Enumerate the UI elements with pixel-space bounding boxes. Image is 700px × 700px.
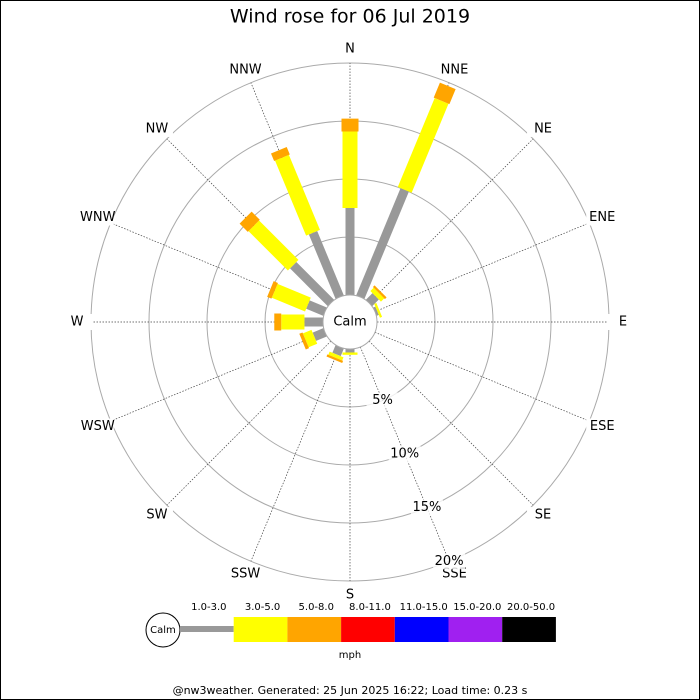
legend-swatch bbox=[341, 617, 395, 642]
direction-label: NNE bbox=[441, 62, 469, 77]
bar-segment bbox=[397, 98, 449, 193]
direction-label: S bbox=[346, 588, 354, 603]
unit-label: mph bbox=[339, 650, 361, 661]
bar-segment bbox=[326, 354, 344, 364]
bar-segment bbox=[306, 300, 327, 316]
direction-label: W bbox=[71, 315, 84, 330]
ring-label: 15% bbox=[412, 500, 441, 515]
bar-segment bbox=[299, 332, 310, 350]
bar-segment bbox=[270, 146, 290, 161]
spoke bbox=[368, 340, 534, 506]
bar-segment bbox=[332, 345, 344, 357]
label-bg bbox=[229, 61, 262, 78]
spoke bbox=[360, 346, 450, 562]
label-bg bbox=[388, 446, 421, 463]
bar-segment bbox=[271, 283, 311, 312]
label-bg bbox=[366, 392, 399, 409]
label-bg bbox=[433, 553, 466, 570]
direction-label: ENE bbox=[589, 210, 615, 225]
label-bg bbox=[410, 499, 443, 516]
label-bg bbox=[527, 507, 560, 524]
ring-label: 10% bbox=[390, 447, 419, 462]
ring-label: 20% bbox=[435, 554, 464, 569]
legend-swatch bbox=[233, 617, 288, 642]
direction-label: WSW bbox=[81, 419, 115, 434]
bar-segment bbox=[365, 293, 379, 307]
direction-label: N bbox=[345, 42, 355, 57]
legend-swatch bbox=[448, 617, 503, 642]
spoke bbox=[250, 346, 340, 562]
spoke bbox=[110, 332, 326, 422]
calm-circle bbox=[322, 294, 378, 350]
direction-label: SW bbox=[146, 508, 167, 523]
legend-label: 5.0-8.0 bbox=[299, 602, 334, 613]
legend-swatch bbox=[394, 617, 449, 642]
bar-segment bbox=[370, 287, 385, 302]
spoke bbox=[374, 222, 590, 312]
bar-segment bbox=[248, 220, 299, 271]
label-bg bbox=[140, 507, 173, 524]
label-bg bbox=[527, 120, 560, 137]
legend-calm-label: Calm bbox=[150, 625, 176, 636]
label-bg bbox=[334, 41, 366, 57]
label-bg bbox=[140, 120, 173, 137]
bar-segment bbox=[275, 154, 320, 236]
legend-label: 11.0-15.0 bbox=[400, 602, 448, 613]
bar-segment bbox=[328, 351, 344, 361]
footer: @nw3weather. Generated: 25 Jun 2025 16:2… bbox=[173, 684, 528, 697]
direction-label: SSE bbox=[442, 567, 467, 582]
label-bg bbox=[229, 566, 262, 583]
legend-swatch bbox=[180, 626, 234, 632]
bar-segment bbox=[374, 302, 383, 318]
ring-label: 5% bbox=[372, 393, 393, 408]
legend-label: 15.0-20.0 bbox=[453, 602, 501, 613]
calm-label: Calm bbox=[333, 315, 366, 330]
legend-swatch bbox=[502, 617, 556, 642]
direction-label: ESE bbox=[590, 419, 615, 434]
label-bg bbox=[61, 314, 93, 330]
legend-label: 3.0-5.0 bbox=[245, 602, 280, 613]
legend-label: 1.0-3.0 bbox=[191, 602, 226, 613]
label-bg bbox=[438, 61, 471, 78]
direction-label: WNW bbox=[80, 210, 116, 225]
bar-segment bbox=[433, 82, 456, 105]
bar-segment bbox=[267, 281, 278, 299]
spoke bbox=[374, 332, 590, 422]
direction-label: SSW bbox=[231, 567, 261, 582]
spoke bbox=[368, 138, 534, 304]
direction-label: NNW bbox=[229, 62, 261, 77]
bar-segment bbox=[289, 261, 335, 307]
spoke bbox=[250, 82, 340, 298]
bar-segment bbox=[356, 188, 409, 299]
legend-swatch bbox=[287, 617, 342, 642]
label-bg bbox=[607, 314, 639, 330]
direction-label: E bbox=[619, 315, 627, 330]
label-bg bbox=[438, 566, 471, 583]
label-bg bbox=[81, 418, 114, 435]
direction-label: NE bbox=[534, 121, 552, 136]
bar-segment bbox=[239, 211, 260, 232]
direction-label: NW bbox=[146, 121, 169, 136]
direction-label: SE bbox=[535, 508, 551, 523]
spoke bbox=[166, 138, 332, 304]
label-bg bbox=[586, 418, 619, 435]
legend-label: 8.0-11.0 bbox=[349, 602, 391, 613]
spoke bbox=[110, 222, 326, 312]
bar-segment bbox=[372, 285, 387, 300]
label-bg bbox=[81, 209, 114, 226]
label-bg bbox=[334, 587, 366, 603]
bar-segment bbox=[308, 231, 344, 299]
spoke bbox=[166, 340, 332, 506]
legend-label: 20.0-50.0 bbox=[507, 602, 555, 613]
label-bg bbox=[586, 209, 619, 226]
bar-segment bbox=[312, 328, 327, 341]
bar-segment bbox=[302, 329, 318, 348]
chart-title: Wind rose for 06 Jul 2019 bbox=[230, 6, 470, 28]
